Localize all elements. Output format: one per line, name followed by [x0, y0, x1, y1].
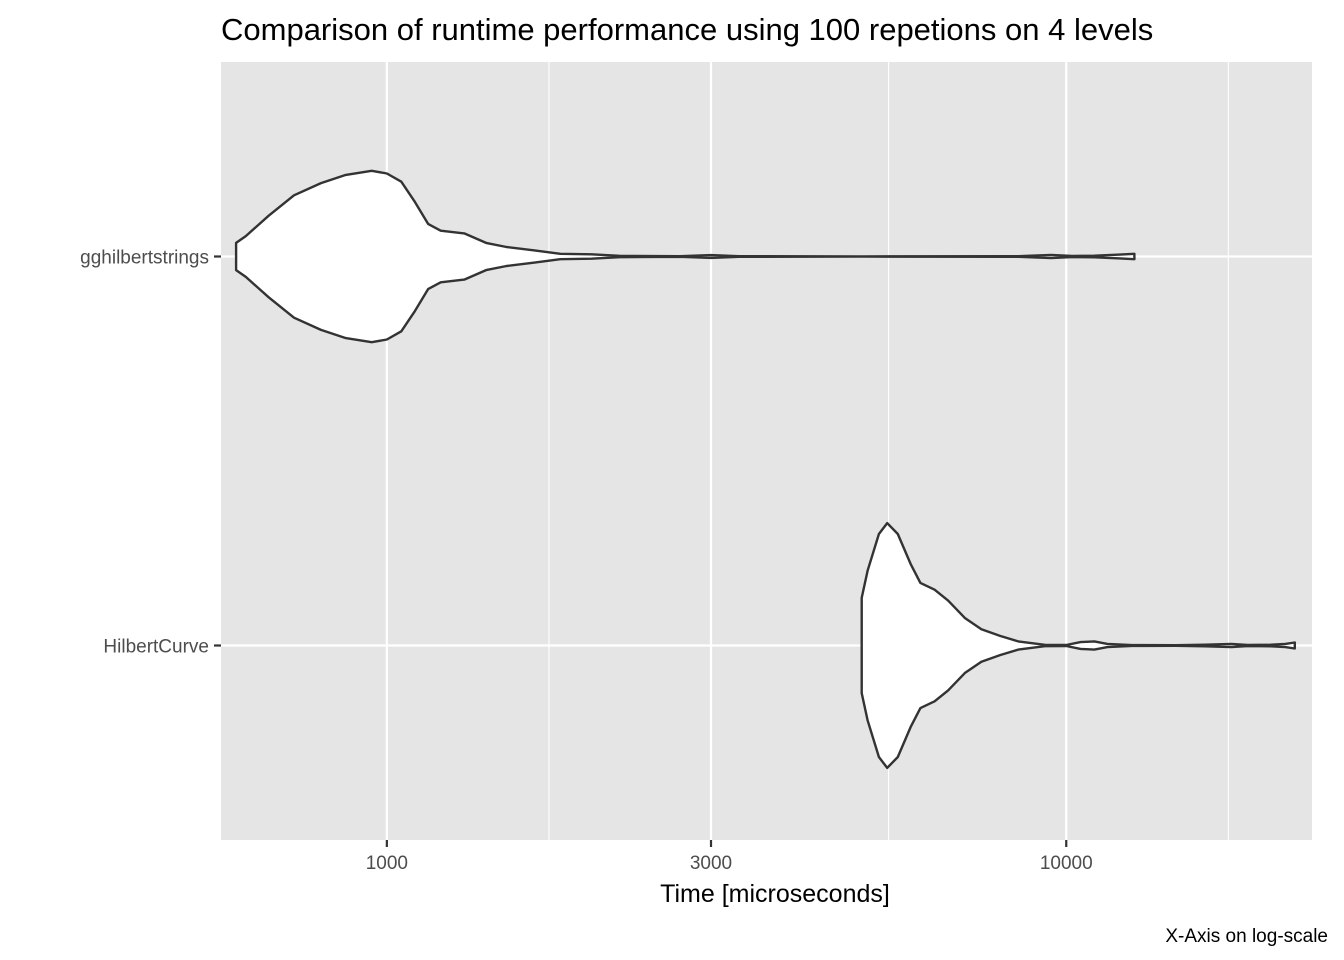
y-axis: HilbertCurve gghilbertstrings [80, 248, 221, 658]
caption: X-Axis on log-scale [1165, 926, 1328, 947]
x-tick-label: 1000 [366, 853, 408, 874]
violin-hilbertcurve [860, 521, 1296, 770]
y-tick-label: HilbertCurve [103, 637, 209, 658]
x-axis: 1000 3000 10000 [366, 840, 1093, 874]
y-tick-label: gghilbertstrings [80, 248, 209, 269]
violins [234, 169, 1296, 770]
violin-gghilbertstrings [234, 169, 1136, 344]
chart-title: Comparison of runtime performance using … [221, 12, 1153, 47]
x-tick-label: 10000 [1040, 853, 1093, 874]
x-tick-label: 3000 [690, 853, 732, 874]
x-axis-title: Time [microseconds] [660, 880, 890, 908]
